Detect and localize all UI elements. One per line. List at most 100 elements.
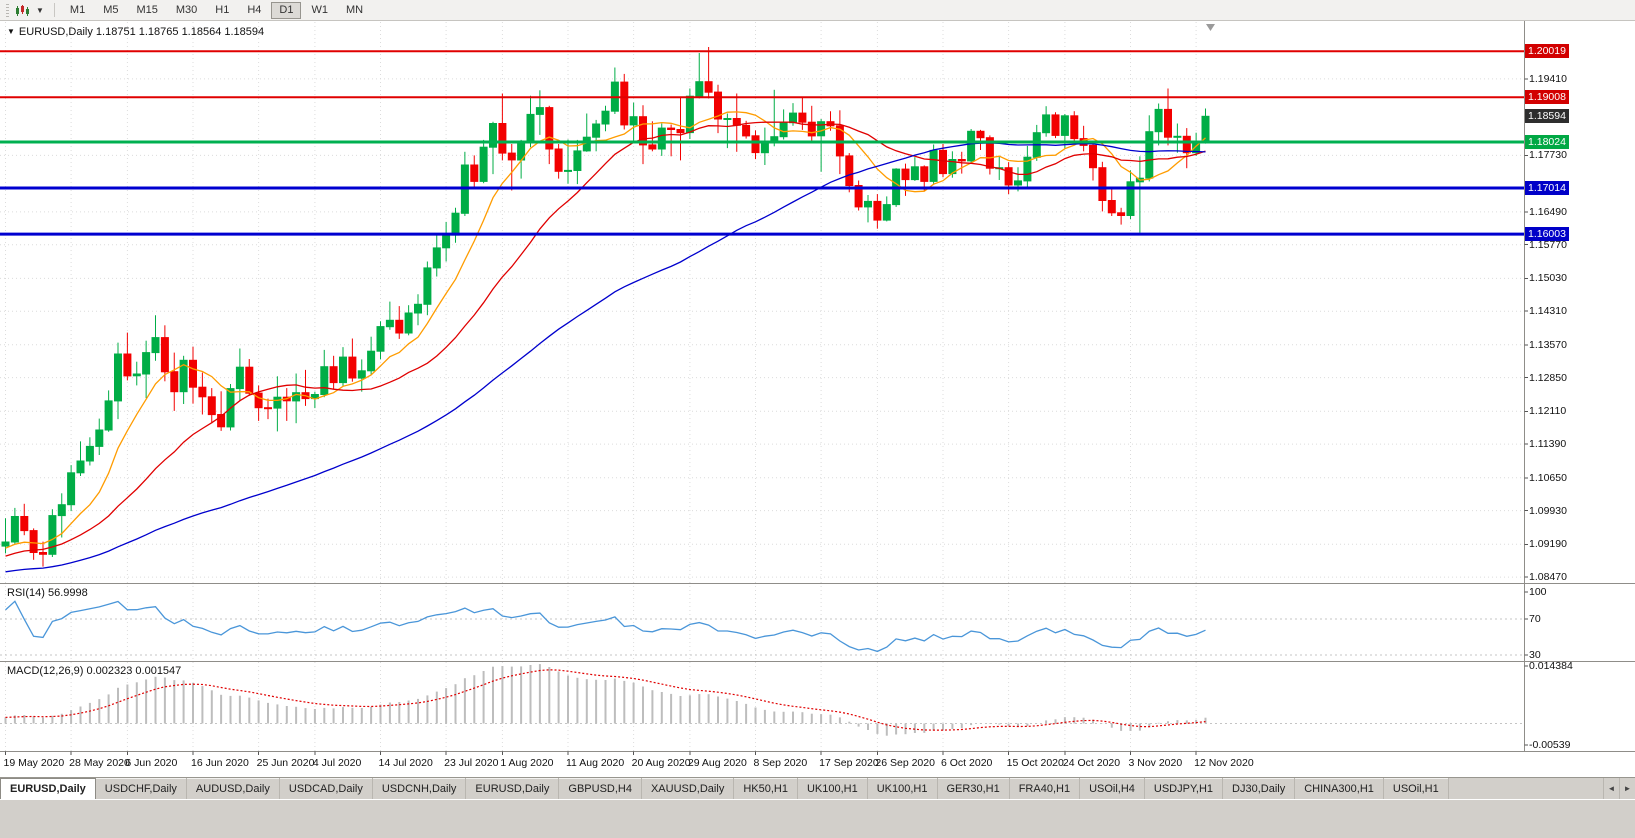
chart-tab-uk100-h1[interactable]: UK100,H1 <box>868 778 938 799</box>
chart-type-icon[interactable] <box>15 4 30 17</box>
timeframe-button-w1[interactable]: W1 <box>303 2 336 19</box>
date-axis-label: 6 Oct 2020 <box>941 757 993 769</box>
price-axis-tick: 1.15030 <box>1529 272 1567 285</box>
chart-tab-eurusd-daily[interactable]: EURUSD,Daily <box>466 778 560 799</box>
chart-title-text: EURUSD,Daily 1.18751 1.18765 1.18564 1.1… <box>18 26 265 38</box>
chart-tab-audusd-daily[interactable]: AUDUSD,Daily <box>187 778 280 799</box>
status-strip <box>0 799 1635 838</box>
chart-tab-ger30-h1[interactable]: GER30,H1 <box>938 778 1010 799</box>
price-level-badge: 1.16003 <box>1525 227 1569 242</box>
chart-tab-eurusd-daily[interactable]: EURUSD,Daily <box>0 778 96 799</box>
moving-average-lines <box>5 111 1206 573</box>
timeframe-button-m1[interactable]: M1 <box>62 2 93 19</box>
tab-scroll-left-button[interactable]: ◄ <box>1603 778 1619 799</box>
candles <box>1 47 1210 567</box>
chart-tab-usdchf-daily[interactable]: USDCHF,Daily <box>96 778 187 799</box>
date-axis-label: 1 Aug 2020 <box>500 757 554 769</box>
date-axis-label: 19 May 2020 <box>3 757 65 769</box>
chart-tab-dj30-daily[interactable]: DJ30,Daily <box>1223 778 1296 799</box>
axis-tick-marks <box>5 78 1528 755</box>
price-axis-tick: 1.15770 <box>1529 238 1567 251</box>
chart-tab-usoil-h1[interactable]: USOil,H1 <box>1384 778 1449 799</box>
timeframe-button-m15[interactable]: M15 <box>128 2 165 19</box>
timeframe-button-h1[interactable]: H1 <box>207 2 237 19</box>
rsi-indicator-label: RSI(14) 56.9998 <box>7 587 88 599</box>
panel-separators[interactable] <box>0 21 1635 752</box>
rsi-panel <box>0 600 1524 656</box>
timeframe-button-m30[interactable]: M30 <box>168 2 205 19</box>
rsi-axis-label: 30 <box>1529 649 1541 661</box>
chart-tab-fra40-h1[interactable]: FRA40,H1 <box>1010 778 1081 799</box>
macd-panel <box>0 664 1524 736</box>
price-axis-tick: 1.09190 <box>1529 538 1567 551</box>
price-level-badge: 1.20019 <box>1525 44 1569 59</box>
chart-tab-xauusd-daily[interactable]: XAUUSD,Daily <box>642 778 735 799</box>
timeframe-toolbar: ▼ M1 M5 M15 M30 H1 H4 D1 W1 MN <box>0 0 1635 21</box>
tab-scroll-right-button[interactable]: ► <box>1619 778 1635 799</box>
price-axis-tick: 1.17730 <box>1529 149 1567 162</box>
chart-dropdown-caret-icon[interactable]: ▼ <box>36 5 44 15</box>
date-axis-label: 4 Jul 2020 <box>312 757 362 769</box>
timeframe-button-m5[interactable]: M5 <box>95 2 126 19</box>
price-axis-tick: 1.14310 <box>1529 305 1567 318</box>
price-axis-tick: 1.16490 <box>1529 205 1567 218</box>
macd-indicator-label: MACD(12,26,9) 0.002323 0.001547 <box>7 665 182 677</box>
chart-tab-uk100-h1[interactable]: UK100,H1 <box>798 778 868 799</box>
macd-axis-label: -0.00539 <box>1529 739 1571 752</box>
date-axis-label: 14 Jul 2020 <box>378 757 433 769</box>
chart-title: ▼ EURUSD,Daily 1.18751 1.18765 1.18564 1.… <box>7 26 264 38</box>
date-axis-label: 29 Aug 2020 <box>687 757 747 769</box>
chart-tabs: EURUSD,Daily USDCHF,Daily AUDUSD,Daily USDC… <box>0 778 1603 799</box>
macd-signal-line <box>5 669 1206 731</box>
chart-tab-china300-h1[interactable]: CHINA300,H1 <box>1295 778 1384 799</box>
price-level-badge: 1.17014 <box>1525 181 1569 196</box>
chart-tab-usoil-h4[interactable]: USOil,H4 <box>1080 778 1145 799</box>
date-axis-label: 15 Oct 2020 <box>1006 757 1064 769</box>
date-axis-label: 25 Jun 2020 <box>256 757 315 769</box>
date-axis-label: 20 Aug 2020 <box>631 757 691 769</box>
date-axis-label: 26 Sep 2020 <box>875 757 935 769</box>
rsi-axis-label: 70 <box>1529 613 1541 625</box>
one-click-trading-icon[interactable]: ▼ <box>7 27 15 36</box>
toolbar-separator <box>53 3 55 17</box>
price-axis-tick: 1.12850 <box>1529 371 1567 384</box>
chart-shift-marker[interactable] <box>1206 24 1215 31</box>
date-axis-label: 6 Jun 2020 <box>125 757 178 769</box>
price-axis-tick: 1.08470 <box>1529 571 1567 584</box>
price-axis-tick: 1.12110 <box>1529 405 1567 418</box>
chart-tabbar: EURUSD,Daily USDCHF,Daily AUDUSD,Daily USDC… <box>0 777 1635 799</box>
price-level-badge: 1.19008 <box>1525 90 1569 105</box>
date-axis-label: 23 Jul 2020 <box>444 757 499 769</box>
date-axis-label: 8 Sep 2020 <box>753 757 808 769</box>
price-axis-tick: 1.19410 <box>1529 72 1567 85</box>
chart-tab-usdcad-daily[interactable]: USDCAD,Daily <box>280 778 373 799</box>
date-axis-label: 17 Sep 2020 <box>819 757 879 769</box>
chart-tab-gbpusd-h4[interactable]: GBPUSD,H4 <box>559 778 642 799</box>
chart-tab-usdjpy-h1[interactable]: USDJPY,H1 <box>1145 778 1224 799</box>
current-price-badge: 1.18594 <box>1525 109 1569 124</box>
grid-lines <box>0 22 1524 751</box>
rsi-axis-label: 100 <box>1529 586 1547 598</box>
price-axis-tick: 1.13570 <box>1529 338 1567 351</box>
timeframe-button-d1[interactable]: D1 <box>271 1 302 19</box>
support-resistance-lines[interactable] <box>0 50 1524 236</box>
date-axis-label: 24 Oct 2020 <box>1062 757 1121 769</box>
date-axis-label: 11 Aug 2020 <box>566 757 625 769</box>
date-axis-label: 12 Nov 2020 <box>1194 757 1254 769</box>
date-axis-label: 3 Nov 2020 <box>1128 757 1183 769</box>
timeframe-buttons: M1 M5 M15 M30 H1 H4 D1 W1 MN <box>62 1 371 19</box>
macd-axis-label: 0.014384 <box>1529 660 1573 672</box>
timeframe-button-mn[interactable]: MN <box>338 2 371 19</box>
chart-tab-hk50-h1[interactable]: HK50,H1 <box>734 778 798 799</box>
price-axis-tick: 1.10650 <box>1529 471 1567 484</box>
timeframe-button-h4[interactable]: H4 <box>239 2 269 19</box>
chart-tab-usdcnh-daily[interactable]: USDCNH,Daily <box>373 778 467 799</box>
price-level-badge: 1.18024 <box>1525 135 1569 150</box>
date-axis-label: 28 May 2020 <box>69 757 130 769</box>
toolbar-grip-handle[interactable] <box>6 3 9 17</box>
rsi-line <box>5 600 1206 653</box>
price-axis-tick: 1.11390 <box>1529 438 1567 451</box>
price-axis-tick: 1.09930 <box>1529 504 1567 517</box>
